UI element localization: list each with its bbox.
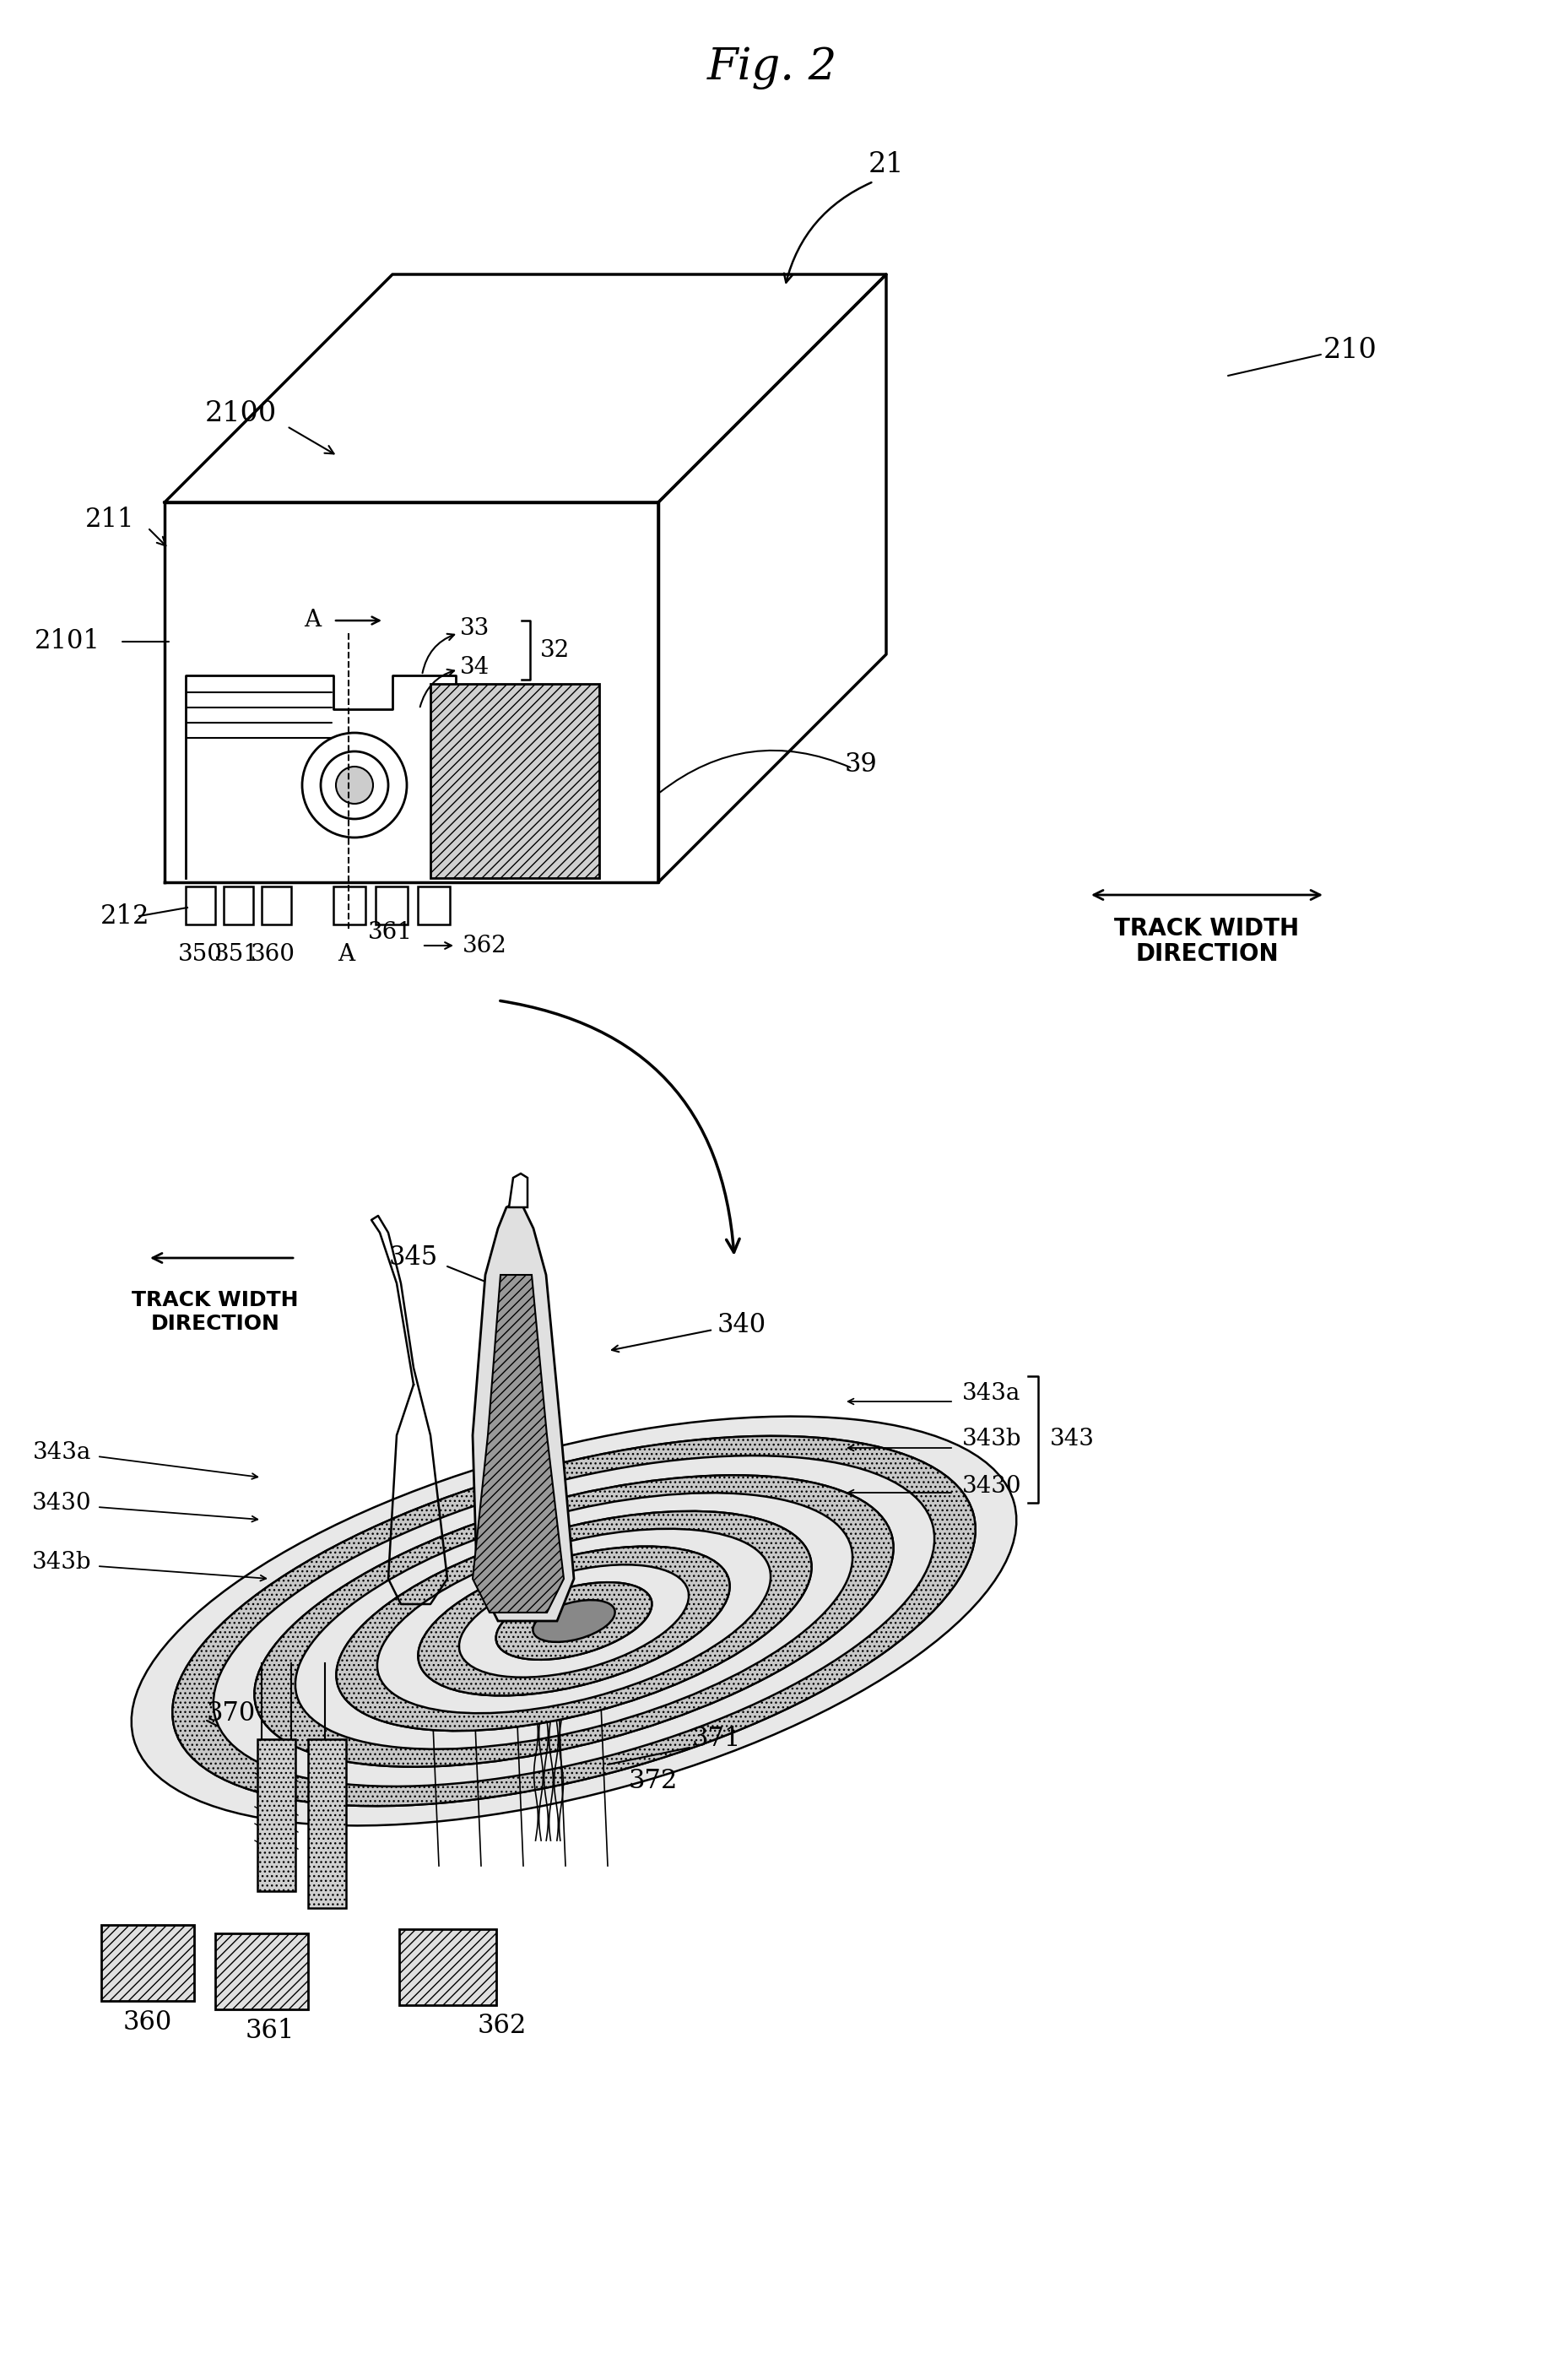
Text: 3430: 3430 — [962, 1476, 1022, 1497]
Text: A: A — [304, 609, 321, 633]
Bar — [185, 885, 216, 923]
Text: 211: 211 — [85, 507, 134, 533]
Bar — [102, 1925, 194, 2002]
Bar — [430, 683, 600, 878]
Bar — [376, 885, 407, 923]
Text: 33: 33 — [460, 616, 490, 640]
Text: 2100: 2100 — [205, 400, 276, 426]
Text: 212: 212 — [100, 902, 150, 928]
Text: 351: 351 — [214, 942, 259, 966]
Text: 34: 34 — [460, 654, 490, 678]
Text: A: A — [338, 942, 355, 966]
Text: 370: 370 — [207, 1702, 256, 1728]
Bar — [224, 885, 253, 923]
Ellipse shape — [213, 1457, 934, 1787]
Text: 362: 362 — [463, 935, 507, 957]
Text: 210: 210 — [1323, 338, 1377, 364]
Ellipse shape — [336, 1511, 811, 1730]
Text: 343b: 343b — [962, 1428, 1022, 1452]
Text: 21: 21 — [868, 150, 904, 178]
Text: 343a: 343a — [962, 1383, 1021, 1404]
Bar — [399, 1930, 497, 2004]
Ellipse shape — [254, 1476, 893, 1766]
Text: 340: 340 — [717, 1311, 766, 1338]
Ellipse shape — [254, 1476, 893, 1766]
Polygon shape — [509, 1173, 527, 1207]
Bar — [262, 885, 291, 923]
Text: 39: 39 — [845, 752, 877, 778]
Bar — [333, 885, 365, 923]
Text: DIRECTION: DIRECTION — [1135, 942, 1278, 966]
Ellipse shape — [173, 1435, 976, 1806]
Text: 362: 362 — [478, 2013, 527, 2040]
Polygon shape — [473, 1202, 574, 1621]
Text: 343a: 343a — [32, 1440, 91, 1464]
Bar — [308, 1740, 345, 1909]
Ellipse shape — [378, 1528, 771, 1714]
Ellipse shape — [336, 766, 373, 804]
Text: 343b: 343b — [32, 1549, 91, 1573]
Text: 361: 361 — [369, 921, 413, 945]
Text: 2101: 2101 — [34, 628, 100, 654]
Ellipse shape — [460, 1564, 689, 1678]
Text: 3430: 3430 — [31, 1492, 91, 1514]
Text: 372: 372 — [629, 1768, 678, 1795]
Bar — [418, 885, 450, 923]
Text: 32: 32 — [540, 638, 571, 662]
Text: TRACK WIDTH: TRACK WIDTH — [1115, 916, 1300, 940]
Text: 360: 360 — [123, 2009, 173, 2035]
Text: TRACK WIDTH: TRACK WIDTH — [133, 1290, 299, 1311]
Ellipse shape — [173, 1435, 976, 1806]
Ellipse shape — [296, 1492, 853, 1749]
Text: 343: 343 — [1050, 1428, 1095, 1452]
Ellipse shape — [418, 1547, 729, 1695]
Text: 360: 360 — [250, 942, 295, 966]
Text: 371: 371 — [692, 1726, 742, 1752]
Bar — [258, 1740, 296, 1892]
Text: 350: 350 — [177, 942, 222, 966]
Ellipse shape — [497, 1583, 652, 1659]
Ellipse shape — [534, 1599, 615, 1642]
Ellipse shape — [497, 1583, 652, 1659]
Ellipse shape — [131, 1416, 1016, 1825]
Text: Fig. 2: Fig. 2 — [708, 45, 837, 88]
Bar — [216, 1933, 308, 2009]
Text: 361: 361 — [245, 2018, 295, 2044]
Text: 345: 345 — [389, 1245, 438, 1271]
Text: DIRECTION: DIRECTION — [151, 1314, 279, 1333]
Ellipse shape — [336, 1511, 811, 1730]
Polygon shape — [473, 1276, 564, 1614]
Ellipse shape — [418, 1547, 729, 1695]
